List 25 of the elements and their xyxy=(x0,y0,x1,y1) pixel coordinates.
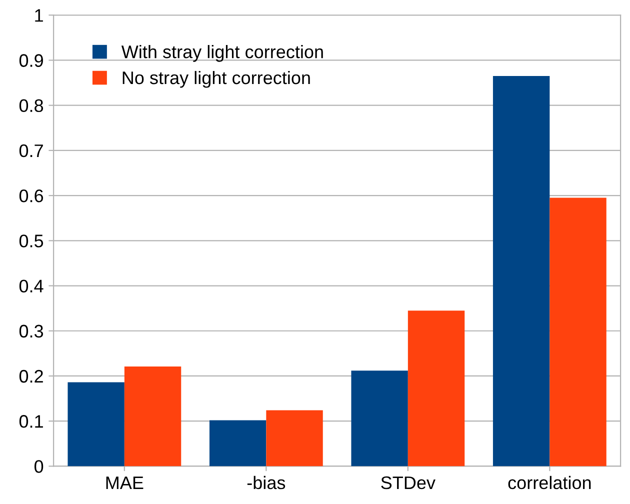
legend-label: With stray light correction xyxy=(121,45,323,62)
y-tick-label: 1 xyxy=(35,9,43,22)
bar xyxy=(550,198,606,466)
x-tick-label: MAE xyxy=(106,476,144,490)
y-tick-label: 0.8 xyxy=(19,99,44,112)
bar xyxy=(492,76,550,466)
y-tick-label: 0.4 xyxy=(19,280,44,292)
y-tick-label: 0.3 xyxy=(19,324,44,338)
y-tick-label: 0.2 xyxy=(19,370,43,383)
y-tick-label: 0.9 xyxy=(19,54,43,67)
legend-label: No stray light correction xyxy=(122,70,310,88)
x-tick-label: -bias xyxy=(247,476,286,490)
bar xyxy=(209,420,266,466)
y-tick-label: 0.7 xyxy=(19,144,43,158)
bar xyxy=(266,410,323,466)
bar xyxy=(124,366,182,466)
x-tick-label: STDev xyxy=(381,476,436,490)
bar xyxy=(351,370,408,466)
y-tick-label: 0.5 xyxy=(19,234,44,248)
bar xyxy=(408,310,465,466)
y-tick-label: 0.1 xyxy=(19,415,43,428)
x-tick-label: correlation xyxy=(508,476,591,490)
y-tick-label: 0.6 xyxy=(19,189,44,202)
y-tick-label: 0 xyxy=(34,460,44,473)
bar xyxy=(68,382,124,466)
